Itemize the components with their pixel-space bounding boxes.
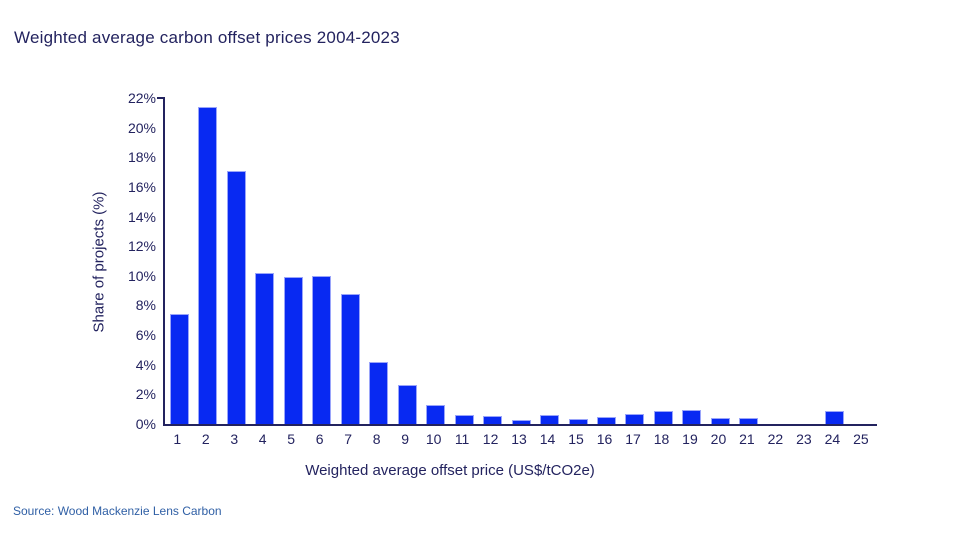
y-tick-label-20: 20%: [127, 119, 156, 136]
x-tick-label-20: 20: [710, 431, 727, 447]
y-tick-label-8: 8%: [135, 297, 156, 314]
bar-slot-20: [706, 98, 734, 424]
bar-slot-7: [336, 98, 364, 424]
bar-18: [653, 410, 673, 424]
x-tick-label-17: 17: [625, 431, 641, 447]
x-tick-label-2: 2: [201, 431, 210, 447]
bar-19: [682, 409, 702, 424]
bar-3: [226, 170, 246, 424]
x-tick-label-10: 10: [425, 431, 442, 447]
bar-slot-14: [535, 98, 563, 424]
bar-slot-18: [649, 98, 677, 424]
x-tick-label-24: 24: [824, 431, 841, 447]
bar-slot-25: [849, 98, 877, 424]
bar-17: [625, 414, 645, 424]
x-tick-label-1: 1: [173, 431, 182, 447]
bar-9: [397, 385, 417, 424]
bars: [165, 98, 877, 424]
x-tick-label-16: 16: [596, 431, 613, 447]
source-note: Source: Wood Mackenzie Lens Carbon: [13, 504, 222, 518]
x-tick-label-5: 5: [287, 431, 296, 447]
x-tick-label-4: 4: [258, 431, 267, 447]
x-tick-label-12: 12: [482, 431, 499, 447]
x-tick-label-25: 25: [853, 431, 869, 447]
bar-slot-9: [393, 98, 421, 424]
bar-slot-17: [621, 98, 649, 424]
bar-15: [568, 418, 588, 424]
bar-12: [483, 415, 503, 424]
bar-slot-2: [193, 98, 221, 424]
bar-slot-16: [592, 98, 620, 424]
bar-slot-5: [279, 98, 307, 424]
x-tick-label-22: 22: [767, 431, 784, 447]
plot-area: [157, 97, 877, 426]
bar-4: [255, 272, 275, 424]
y-tick-label-16: 16%: [127, 178, 156, 195]
bar-slot-3: [222, 98, 250, 424]
x-tick-label-14: 14: [539, 431, 556, 447]
y-tick-label-14: 14%: [127, 208, 156, 225]
y-tick-label-6: 6%: [135, 327, 156, 344]
bar-10: [426, 404, 446, 424]
bar-slot-8: [364, 98, 392, 424]
x-tick-label-11: 11: [454, 431, 470, 447]
x-axis-title: Weighted average offset price (US$/tCO2e…: [305, 462, 595, 479]
bar-slot-11: [450, 98, 478, 424]
page-title: Weighted average carbon offset prices 20…: [14, 28, 400, 47]
bar-slot-22: [763, 98, 791, 424]
x-tick-label-23: 23: [796, 431, 812, 447]
x-tick-label-13: 13: [511, 431, 527, 447]
x-tick-label-19: 19: [682, 431, 698, 447]
bar-6: [312, 275, 332, 424]
bar-16: [597, 417, 616, 424]
bar-8: [369, 361, 389, 424]
bar-slot-24: [820, 98, 848, 424]
bar-11: [454, 415, 474, 424]
x-tick-label-18: 18: [653, 431, 670, 447]
y-tick-label-18: 18%: [127, 149, 156, 166]
bar-slot-12: [478, 98, 506, 424]
bar-slot-23: [792, 98, 820, 424]
bar-slot-21: [735, 98, 763, 424]
bar-7: [340, 293, 360, 424]
y-tick-label-0: 0%: [135, 416, 156, 432]
y-tick-label-4: 4%: [135, 356, 156, 373]
x-axis-tick-labels: 1 2 3 4 5 6 7 8 9 10 11 12 13 14 15 16 17 18 19 20 21 22 23 24 2…: [163, 431, 875, 447]
x-tick-label-8: 8: [372, 431, 381, 447]
x-tick-label-6: 6: [315, 431, 324, 447]
bar-slot-19: [678, 98, 706, 424]
x-tick-label-21: 21: [739, 431, 755, 447]
y-tick-label-2: 2%: [135, 386, 156, 403]
bar-slot-15: [564, 98, 592, 424]
bar-slot-6: [307, 98, 335, 424]
bar-slot-10: [421, 98, 449, 424]
y-tick-label-12: 12%: [127, 238, 156, 255]
bar-24: [824, 410, 844, 424]
bar-13: [511, 419, 531, 424]
bar-21: [739, 418, 759, 424]
x-tick-label-9: 9: [401, 431, 410, 447]
bar-2: [198, 106, 218, 424]
x-tick-label-7: 7: [344, 431, 353, 447]
y-tick-label-22: 22%: [127, 90, 156, 106]
bar-14: [540, 415, 560, 424]
x-tick-label-3: 3: [230, 431, 239, 447]
x-tick-label-15: 15: [568, 431, 584, 447]
y-axis-tick-labels: 22% 20% 18% 16% 14% 12% 10% 8% 6% 4% 2% 0%: [0, 90, 156, 432]
y-tick-label-10: 10%: [127, 267, 156, 284]
bar-slot-1: [165, 98, 193, 424]
bar-slot-4: [250, 98, 278, 424]
y-axis-top-tick: [157, 97, 165, 99]
bar-20: [710, 418, 730, 424]
bar-slot-13: [507, 98, 535, 424]
bar-1: [169, 314, 189, 424]
bar-5: [283, 277, 303, 424]
